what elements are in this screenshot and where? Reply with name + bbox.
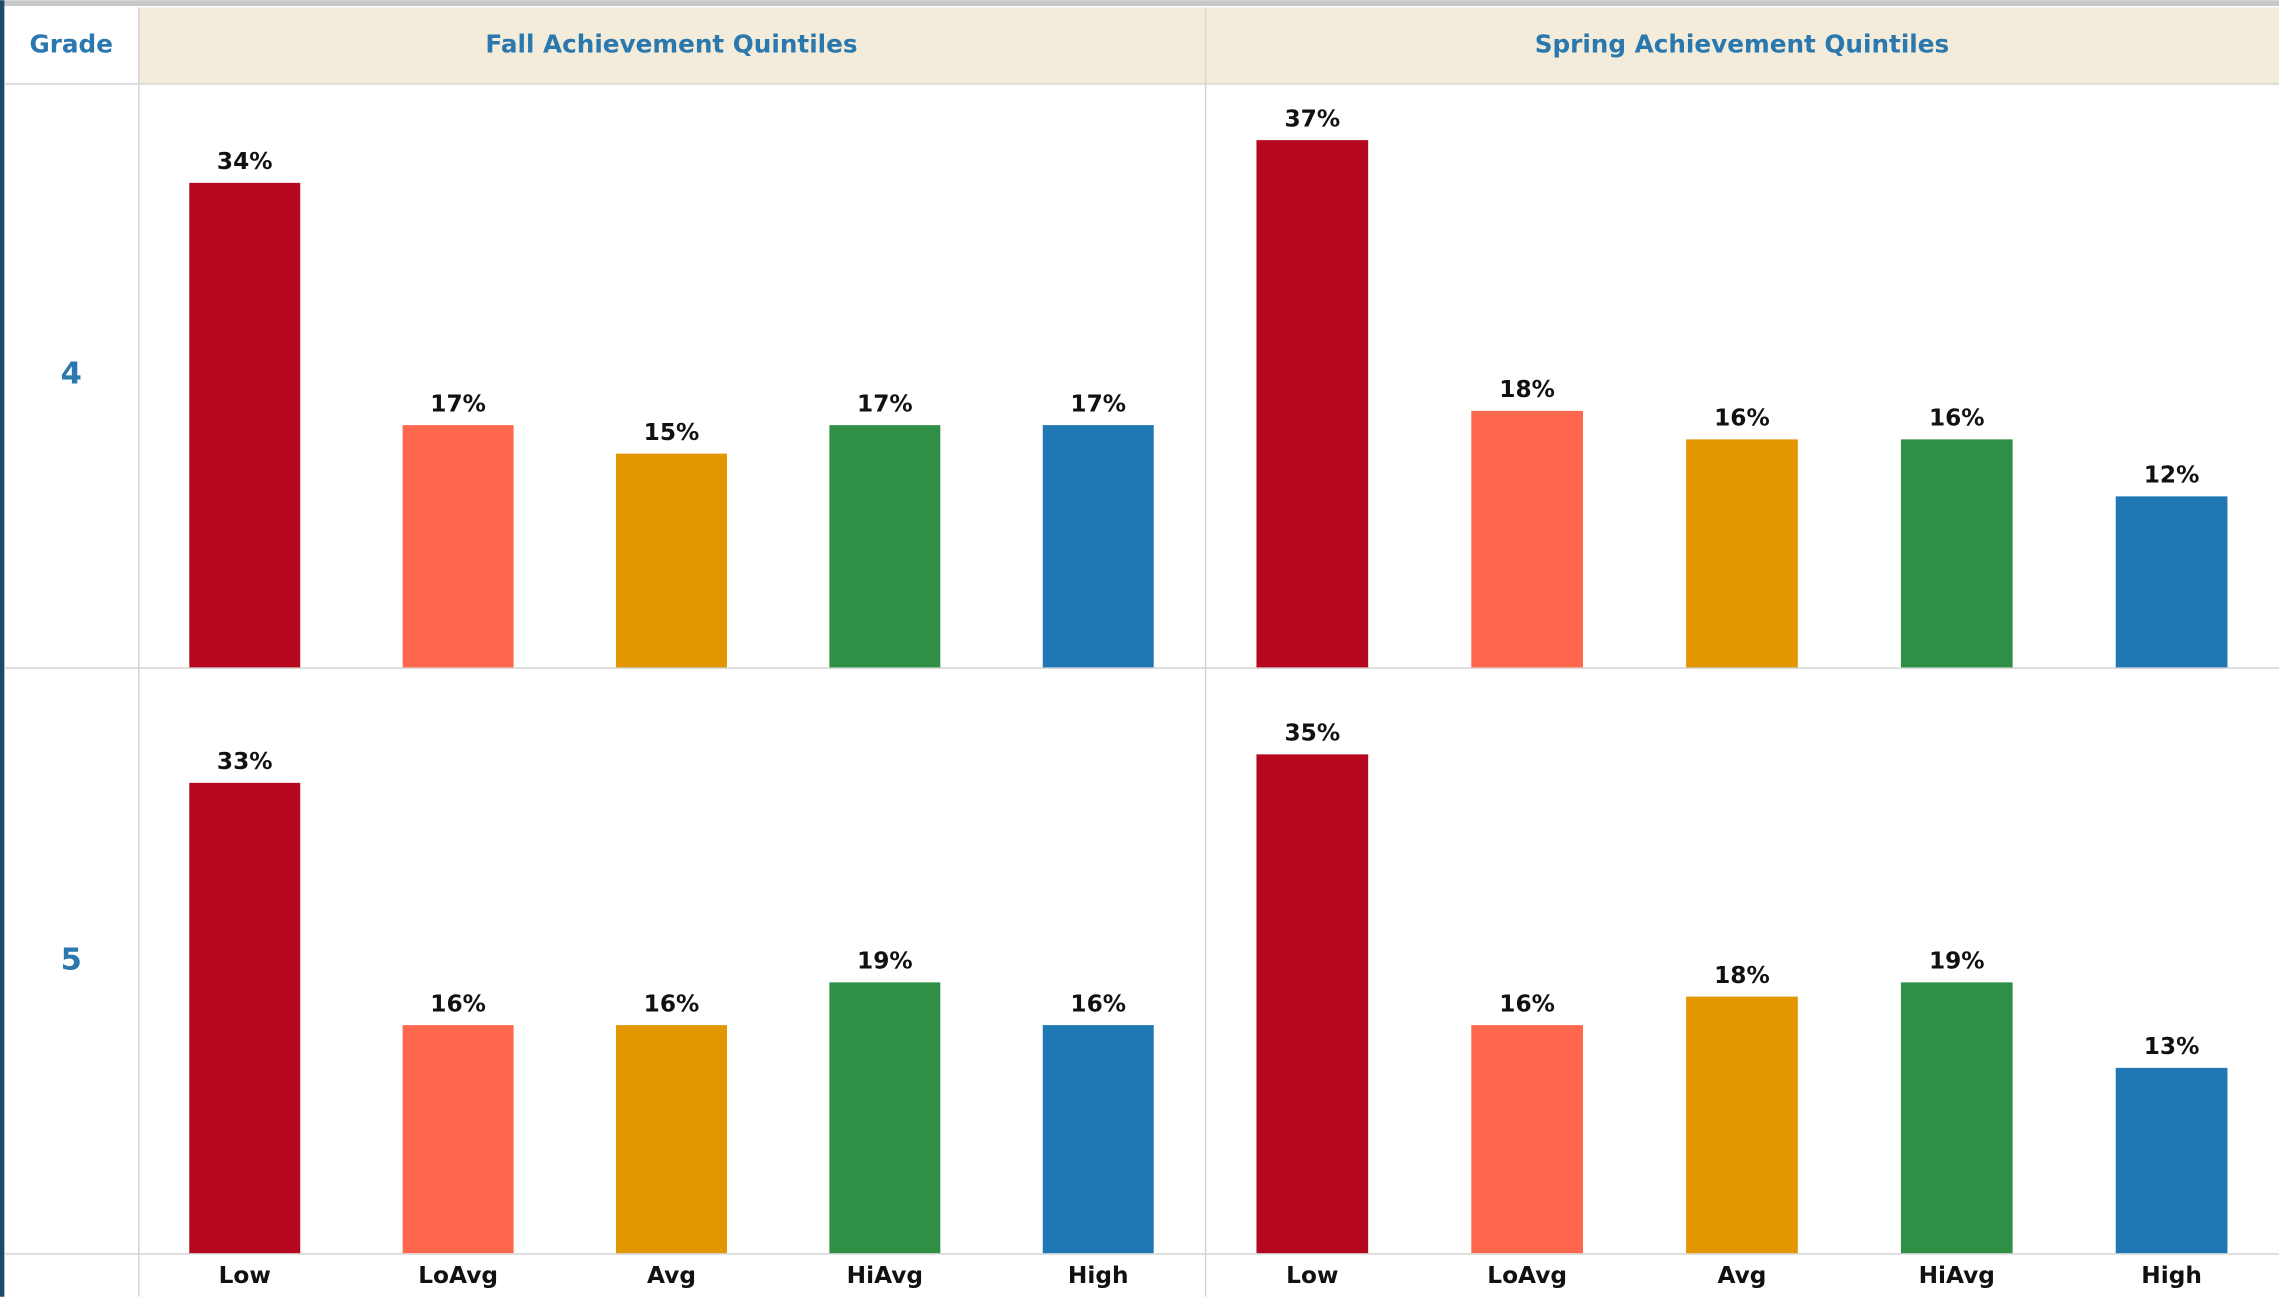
x-tick-label: Avg — [1717, 1262, 1766, 1289]
data-label: 16% — [1714, 405, 1770, 432]
x-tick-label: LoAvg — [1487, 1262, 1567, 1289]
bar — [1686, 439, 1798, 668]
x-tick-label: HiAvg — [847, 1262, 923, 1289]
bar — [616, 1025, 727, 1254]
bar — [1256, 754, 1369, 1254]
data-label: 37% — [1284, 105, 1340, 132]
bar — [189, 782, 301, 1254]
data-label: 19% — [857, 948, 913, 975]
bar — [616, 453, 727, 668]
row-label: 5 — [61, 942, 82, 977]
data-label: 12% — [2144, 462, 2200, 489]
left-border — [0, 0, 5, 1297]
data-label: 16% — [1070, 990, 1126, 1017]
bar — [1900, 439, 2013, 668]
bar — [1686, 996, 1798, 1254]
bar — [402, 425, 514, 668]
x-tick-label: Avg — [647, 1262, 696, 1289]
data-label: 34% — [217, 148, 273, 175]
x-tick-label: Low — [1286, 1262, 1338, 1289]
row-header: Grade — [29, 29, 113, 58]
data-label: 15% — [644, 419, 700, 446]
x-tick-label: High — [1068, 1262, 1129, 1289]
bar — [1900, 982, 2013, 1254]
bar — [1471, 410, 1583, 668]
data-label: 16% — [1929, 405, 1985, 432]
x-tick-label: HiAvg — [1919, 1262, 1995, 1289]
bar — [1471, 1025, 1583, 1254]
data-label: 17% — [1070, 390, 1126, 417]
data-label: 18% — [1499, 376, 1555, 403]
x-tick-label: LoAvg — [418, 1262, 498, 1289]
data-label: 19% — [1929, 948, 1985, 975]
column-header: Spring Achievement Quintiles — [1535, 29, 1950, 58]
data-label: 16% — [644, 990, 700, 1017]
data-label: 16% — [1499, 990, 1555, 1017]
row-label: 4 — [61, 357, 82, 392]
data-label: 35% — [1284, 720, 1340, 747]
data-label: 13% — [2144, 1033, 2200, 1060]
data-label: 33% — [217, 748, 273, 775]
bar — [1042, 425, 1154, 668]
bar — [189, 182, 301, 668]
bar — [1042, 1025, 1154, 1254]
cell-borders — [4, 7, 2279, 1297]
data-label: 17% — [430, 390, 486, 417]
bar — [829, 425, 941, 668]
bar — [1256, 140, 1369, 668]
x-tick-label: Low — [219, 1262, 271, 1289]
bar — [2115, 496, 2228, 668]
bar — [402, 1025, 514, 1254]
bar — [829, 982, 941, 1254]
data-label: 17% — [857, 390, 913, 417]
x-tick-label: High — [2141, 1262, 2202, 1289]
column-header-band — [138, 7, 2279, 84]
bar — [2115, 1067, 2228, 1254]
data-label: 18% — [1714, 962, 1770, 989]
column-header: Fall Achievement Quintiles — [485, 29, 857, 58]
top-border — [0, 0, 2279, 7]
data-label: 16% — [430, 990, 486, 1017]
